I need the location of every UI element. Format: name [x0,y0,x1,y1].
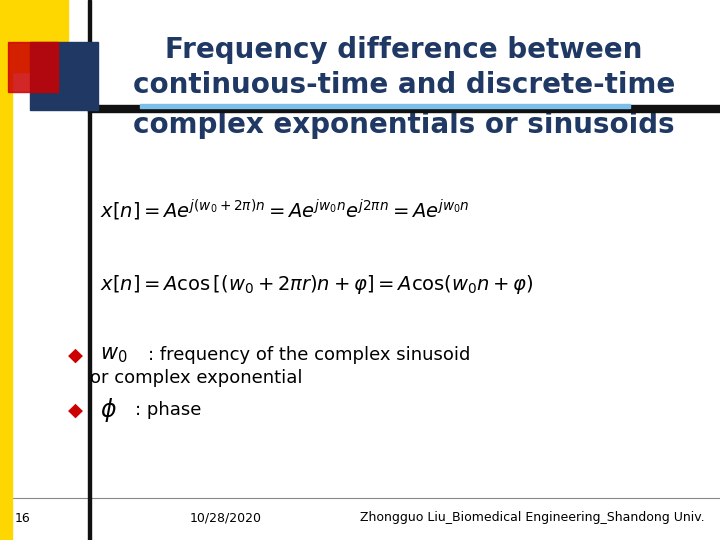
Text: or complex exponential: or complex exponential [90,369,302,387]
Bar [30,42,98,110]
Text: Zhongguo Liu_Biomedical Engineering_Shandong Univ.: Zhongguo Liu_Biomedical Engineering_Shan… [361,511,705,524]
Bar [140,104,630,108]
Bar [88,0,91,540]
Bar [0,0,68,72]
Text: ◆: ◆ [68,401,83,420]
Text: : phase: : phase [135,401,202,419]
Bar [8,42,58,92]
Text: ◆: ◆ [68,346,83,365]
Text: $x[n] = A\cos\left[(w_0+2\pi r)n+\varphi\right] = A\cos(w_0 n+\varphi)$: $x[n] = A\cos\left[(w_0+2\pi r)n+\varphi… [100,273,534,296]
Text: : frequency of the complex sinusoid: : frequency of the complex sinusoid [148,346,470,364]
Text: continuous-time and discrete-time: continuous-time and discrete-time [133,71,675,99]
Bar [88,105,720,112]
Text: Frequency difference between: Frequency difference between [166,36,643,64]
Text: complex exponentials or sinusoids: complex exponentials or sinusoids [133,111,675,139]
Text: $x[n] = Ae^{j(w_0+2\pi)n} = Ae^{jw_0 n}e^{j2\pi n} = Ae^{jw_0 n}$: $x[n] = Ae^{j(w_0+2\pi)n} = Ae^{jw_0 n}e… [100,198,469,222]
Text: 10/28/2020: 10/28/2020 [190,511,262,524]
Text: 16: 16 [15,511,31,524]
Text: $w_0$: $w_0$ [100,345,127,365]
Bar [0,72,12,540]
Text: $\phi$: $\phi$ [100,396,117,424]
